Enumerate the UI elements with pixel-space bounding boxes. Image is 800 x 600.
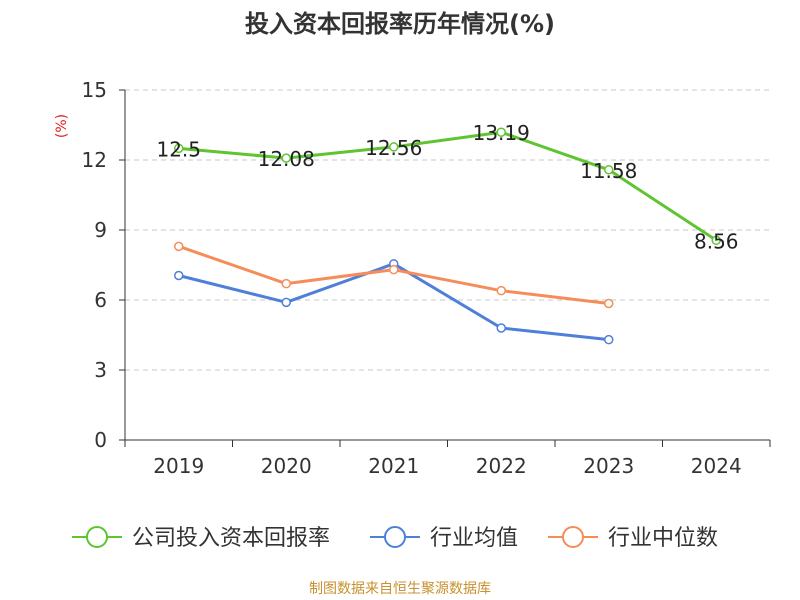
legend-marker-icon [562,526,584,548]
y-tick-label: 0 [94,428,107,452]
data-label: 12.08 [258,147,315,171]
x-tick-label: 2023 [583,454,634,478]
data-point [174,270,184,281]
y-tick-label: 12 [82,148,107,172]
data-point [281,278,291,289]
data-point [496,127,506,137]
y-tick-label: 9 [94,218,107,242]
axis-layer: 0 3 6 9 12 15 2019 2020 2021 2022 2023 2024 [82,78,771,478]
data-label: 8.56 [694,229,739,253]
y-tick-label: 15 [82,78,107,102]
source-note: 制图数据来自恒生聚源数据库 [309,581,491,597]
x-tick-label: 2021 [368,454,419,478]
series-line [178,244,609,305]
data-label: 11.58 [580,159,637,183]
x-tick-label: 2019 [153,454,204,478]
legend-label: 行业中位数 [608,526,718,551]
y-axis-label: (%) [54,114,70,138]
label-layer: 12.5 12.08 12.56 13.19 11.58 8.56 [156,121,738,253]
legend-item[interactable]: 公司投入资本回报率 [72,526,330,551]
data-point [604,334,614,345]
data-point [281,153,291,163]
y-tick-label: 3 [94,358,107,382]
data-point [711,235,721,246]
data-point [281,297,291,308]
legend-label: 行业均值 [430,526,518,551]
data-label: 13.19 [473,121,530,145]
data-point [174,143,184,154]
legend-label: 公司投入资本回报率 [132,526,330,551]
series-layer [174,127,721,345]
data-point [389,264,399,275]
chart-title: 投入资本回报率历年情况(%) [245,10,555,38]
x-tick-label: 2022 [476,454,527,478]
legend-marker-icon [86,526,108,548]
legend-item[interactable]: 行业均值 [370,526,518,551]
legend-item[interactable]: 行业中位数 [548,526,718,551]
data-point [496,323,506,333]
data-label: 12.56 [365,136,422,160]
legend-marker-icon [384,526,406,548]
x-tick-label: 2020 [261,454,312,478]
data-point [389,142,399,152]
grid-layer [125,89,770,371]
series-line [178,130,718,242]
data-point [496,285,506,296]
series-line [178,262,609,342]
data-label: 12.5 [156,137,201,161]
data-point [604,298,614,309]
legend: 公司投入资本回报率 行业均值 行业中位数 [72,526,718,551]
data-point [174,241,184,252]
data-point [604,165,614,175]
x-tick-label: 2024 [691,454,742,478]
y-tick-label: 6 [94,288,107,312]
